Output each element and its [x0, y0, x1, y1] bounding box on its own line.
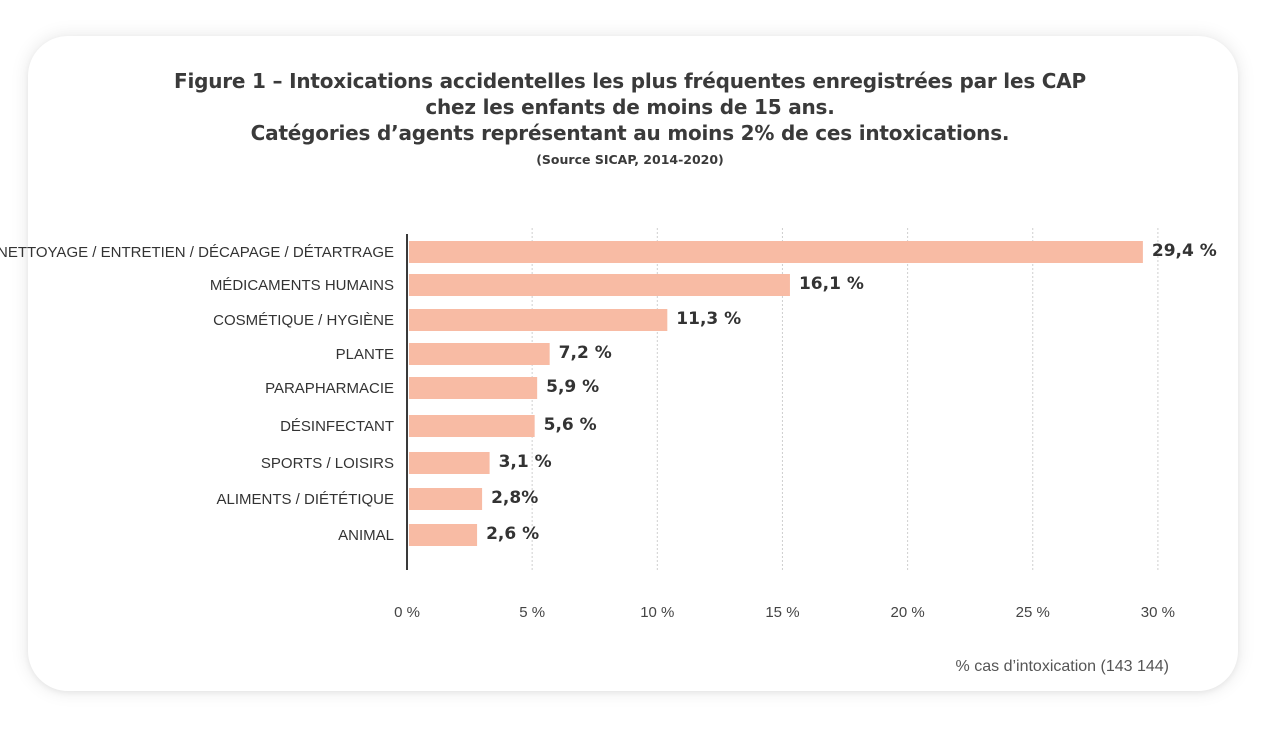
bar: [409, 452, 490, 474]
data-label: 2,6 %: [486, 524, 539, 544]
bar: [409, 415, 535, 437]
category-label: NETTOYAGE / ENTRETIEN / DÉCAPAGE / DÉTAR…: [0, 244, 394, 261]
x-tick-label: 15 %: [765, 604, 799, 621]
category-label: ALIMENTS / DIÉTÉTIQUE: [216, 491, 394, 508]
category-label: ANIMAL: [338, 527, 394, 544]
title-line-1: Figure 1 – Intoxications accidentelles l…: [173, 69, 1086, 93]
category-label: PLANTE: [336, 346, 394, 363]
x-tick-label: 0 %: [394, 604, 420, 621]
bar: [409, 377, 538, 399]
chart-card: [28, 36, 1238, 691]
x-tick-label: 30 %: [1141, 604, 1175, 621]
category-label: SPORTS / LOISIRS: [261, 455, 394, 472]
bar: [409, 274, 790, 296]
bar: [409, 241, 1143, 263]
category-label: MÉDICAMENTS HUMAINS: [210, 277, 394, 294]
category-label: COSMÉTIQUE / HYGIÈNE: [213, 312, 394, 329]
x-tick-label: 20 %: [890, 604, 924, 621]
title-line-2: chez les enfants de moins de 15 ans.: [425, 95, 835, 119]
data-label: 29,4 %: [1152, 241, 1217, 261]
bar: [409, 343, 550, 365]
bar: [409, 524, 478, 546]
data-label: 5,9 %: [546, 377, 599, 397]
data-label: 3,1 %: [499, 452, 552, 472]
data-label: 2,8%: [491, 488, 538, 508]
chart-subtitle: (Source SICAP, 2014-2020): [536, 152, 724, 167]
chart-title: Figure 1 – Intoxications accidentelles l…: [0, 68, 1260, 167]
category-label: PARAPHARMACIE: [265, 380, 394, 397]
title-line-3: Catégories d’agents représentant au moin…: [250, 121, 1010, 145]
x-tick-label: 10 %: [640, 604, 674, 621]
x-tick-label: 5 %: [519, 604, 545, 621]
category-label: DÉSINFECTANT: [280, 418, 394, 435]
bar: [409, 309, 668, 331]
data-label: 5,6 %: [544, 415, 597, 435]
data-label: 11,3 %: [676, 309, 741, 329]
x-tick-label: 25 %: [1016, 604, 1050, 621]
data-label: 16,1 %: [799, 274, 864, 294]
bar: [409, 488, 483, 510]
data-label: 7,2 %: [559, 343, 612, 363]
x-axis-title: % cas d’intoxication (143 144): [955, 658, 1169, 675]
